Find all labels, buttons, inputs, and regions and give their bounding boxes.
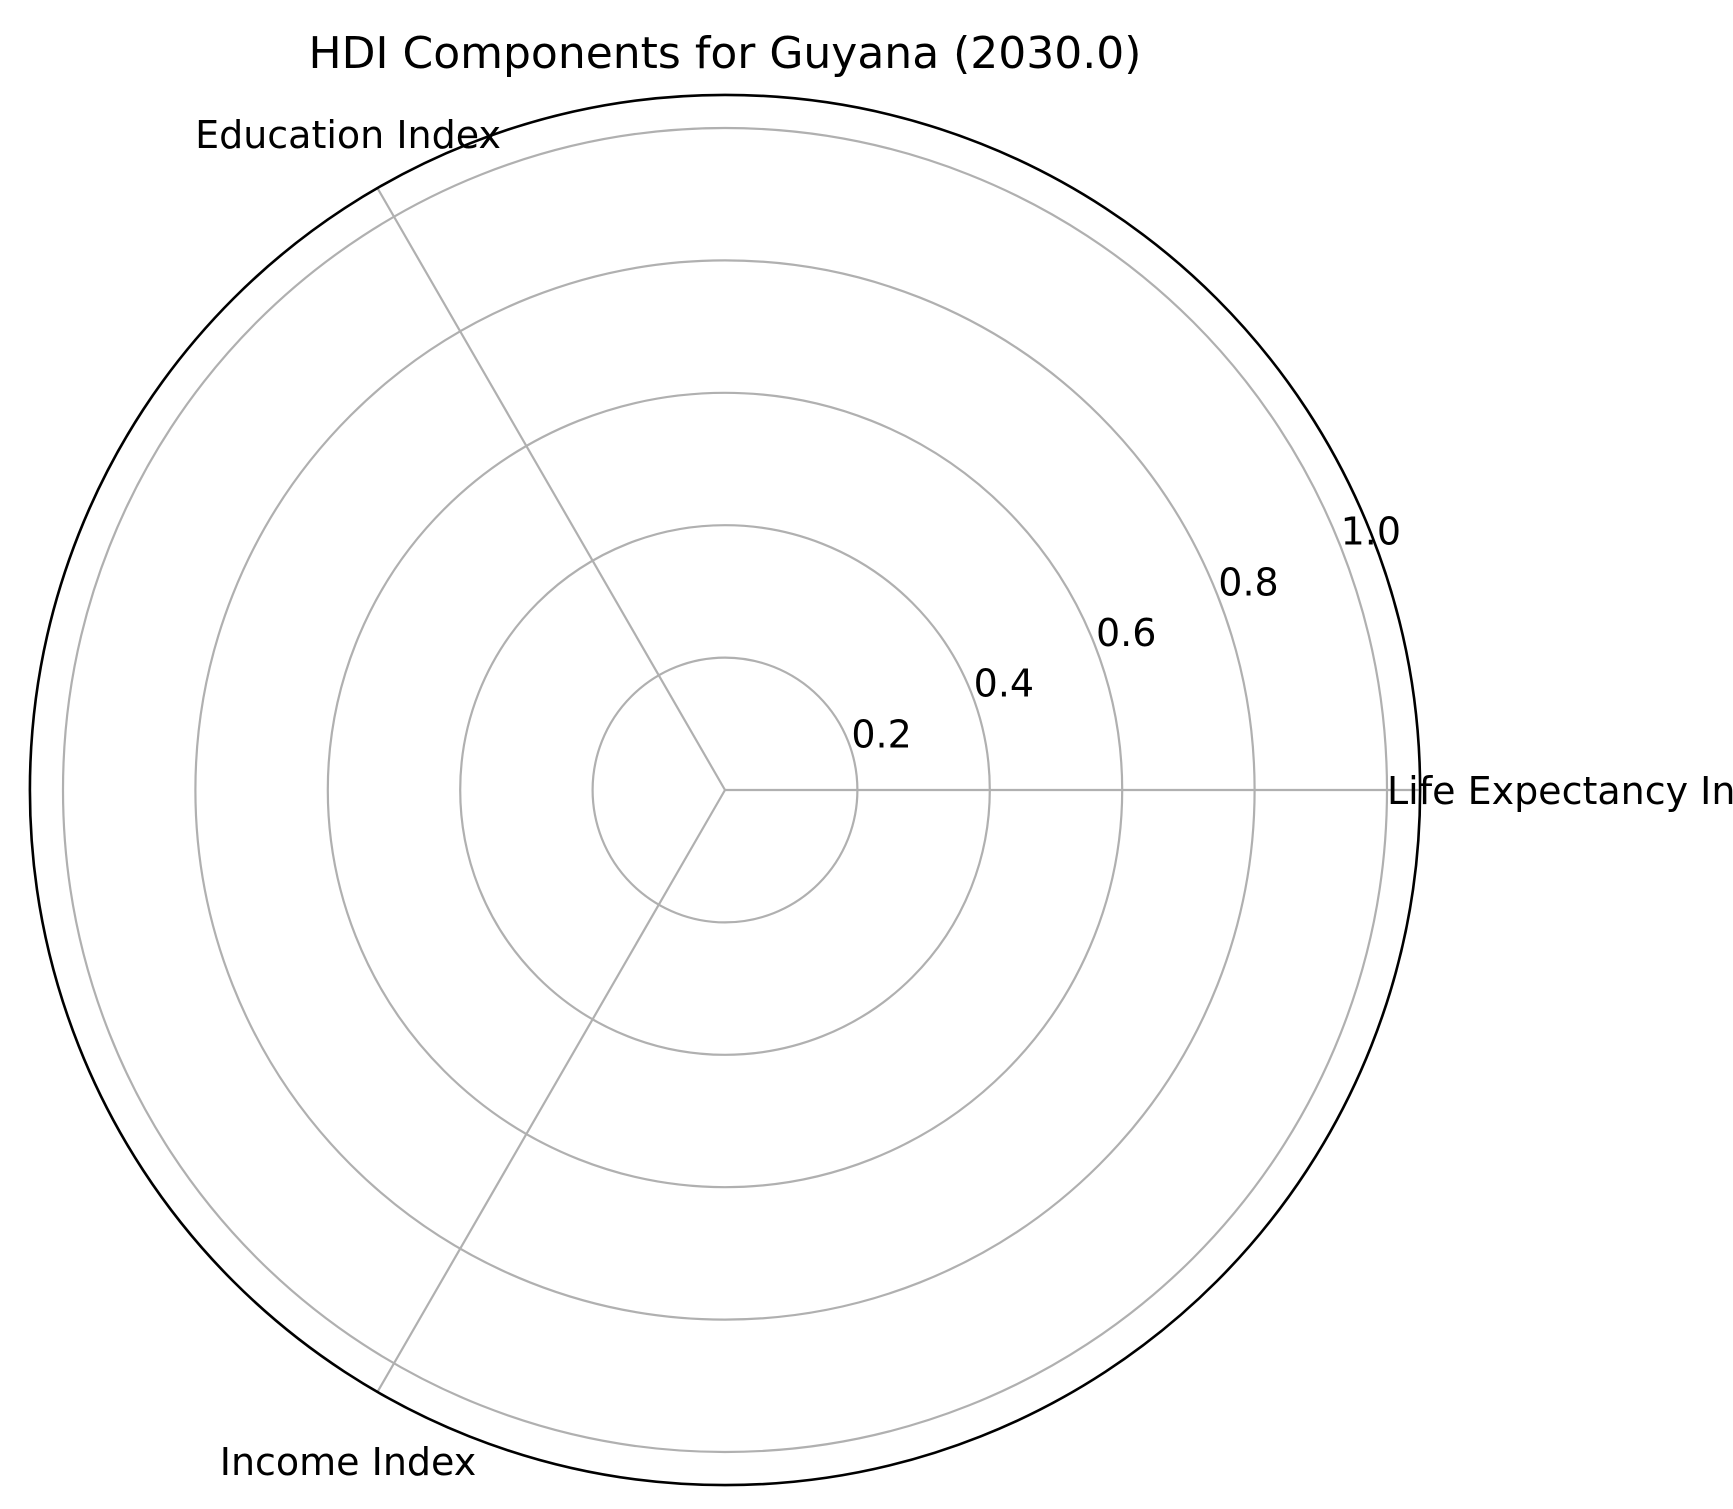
category-labels: Life Expectancy Index Education Index Inco… — [195, 113, 1733, 1484]
category-label: Income Index — [220, 1440, 477, 1484]
spoke-line — [376, 187, 726, 791]
radial-tick-label: 0.2 — [851, 712, 911, 756]
radial-tick-label: 0.4 — [974, 662, 1034, 706]
spoke-line — [376, 789, 726, 1393]
chart-title: HDI Components for Guyana (2030.0) — [309, 28, 1142, 79]
radial-tick-labels: 0.2 0.4 0.6 0.8 1.0 — [851, 510, 1401, 757]
category-label: Life Expectancy Index — [1387, 769, 1733, 813]
radial-tick-label: 0.6 — [1096, 611, 1156, 655]
radial-tick-label: 1.0 — [1341, 510, 1401, 554]
polar-frame — [28, 93, 1422, 1487]
spoke-layer — [376, 187, 1421, 1393]
category-label: Education Index — [195, 113, 501, 157]
radial-tick-label: 0.8 — [1218, 560, 1278, 604]
